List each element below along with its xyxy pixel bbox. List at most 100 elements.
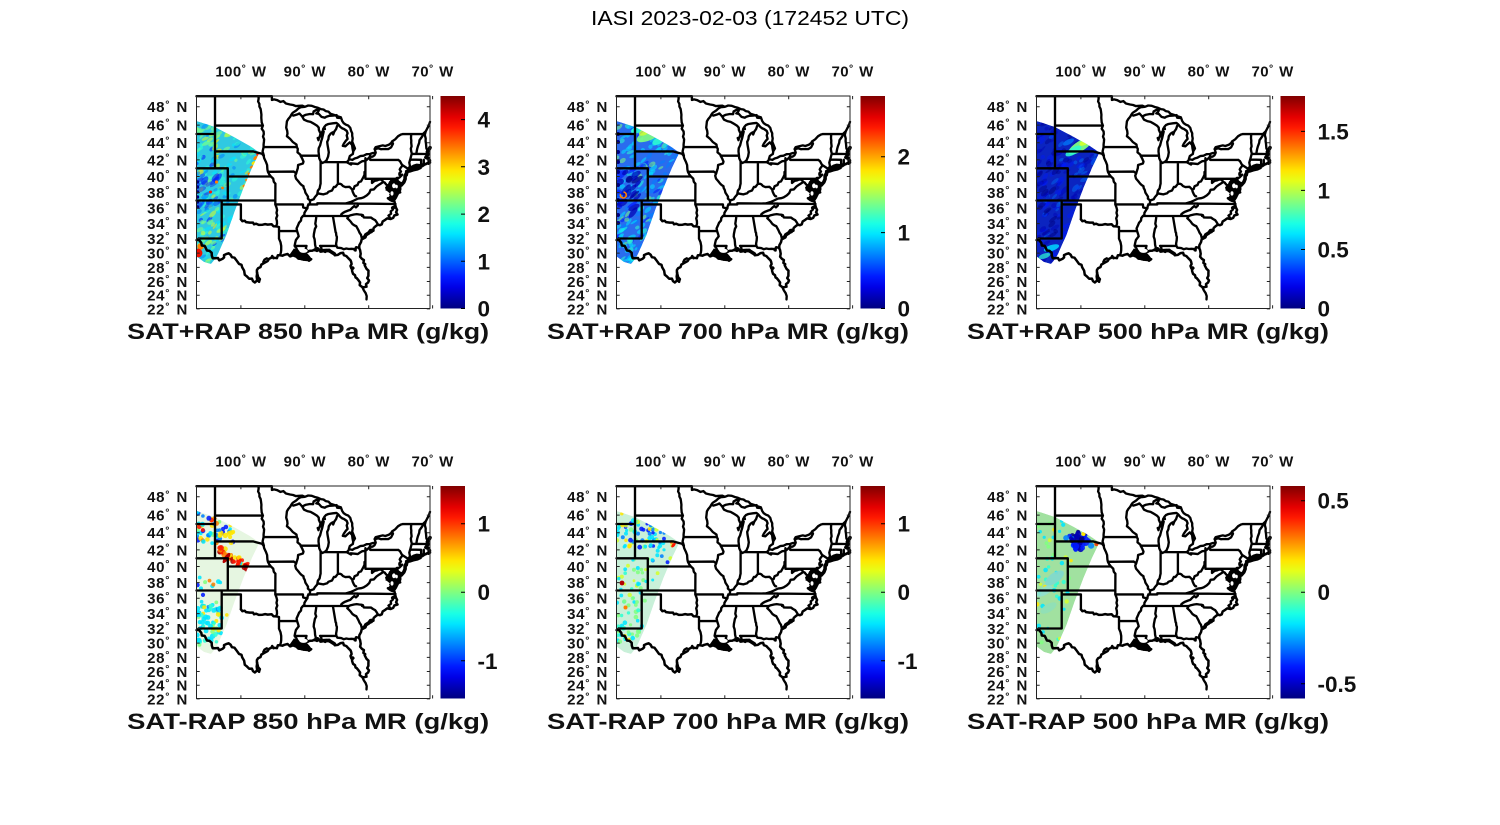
svg-text:34° N: 34° N: [987, 605, 1028, 623]
svg-text:28° N: 28° N: [987, 649, 1028, 667]
svg-text:70° W: 70° W: [411, 63, 454, 81]
svg-text:26° N: 26° N: [567, 663, 608, 681]
svg-text:70° W: 70° W: [1251, 453, 1294, 471]
svg-text:40° N: 40° N: [147, 168, 188, 186]
svg-text:SAT-RAP 700 hPa MR (g/kg): SAT-RAP 700 hPa MR (g/kg): [547, 709, 909, 734]
svg-text:46° N: 46° N: [567, 117, 608, 135]
svg-text:80° W: 80° W: [348, 63, 391, 81]
svg-text:36° N: 36° N: [567, 200, 608, 218]
svg-text:28° N: 28° N: [147, 259, 188, 277]
svg-text:36° N: 36° N: [147, 590, 188, 608]
svg-text:1: 1: [898, 512, 911, 537]
svg-text:36° N: 36° N: [147, 200, 188, 218]
svg-text:32° N: 32° N: [987, 620, 1028, 638]
svg-text:2: 2: [898, 145, 911, 170]
svg-text:24° N: 24° N: [987, 287, 1028, 305]
svg-text:42° N: 42° N: [147, 152, 188, 170]
svg-text:90° W: 90° W: [284, 63, 327, 81]
svg-text:32° N: 32° N: [147, 230, 188, 248]
svg-text:30° N: 30° N: [987, 635, 1028, 653]
svg-text:0.5: 0.5: [1318, 489, 1349, 514]
svg-text:46° N: 46° N: [987, 507, 1028, 525]
svg-text:0.5: 0.5: [1318, 238, 1349, 263]
svg-text:24° N: 24° N: [567, 287, 608, 305]
svg-text:44° N: 44° N: [987, 524, 1028, 542]
svg-text:80° W: 80° W: [348, 453, 391, 471]
svg-text:3: 3: [478, 155, 491, 180]
svg-text:40° N: 40° N: [567, 168, 608, 186]
svg-text:1.5: 1.5: [1318, 119, 1349, 144]
svg-text:42° N: 42° N: [147, 542, 188, 560]
svg-text:38° N: 38° N: [987, 574, 1028, 592]
svg-text:36° N: 36° N: [987, 200, 1028, 218]
svg-text:26° N: 26° N: [987, 663, 1028, 681]
svg-text:24° N: 24° N: [147, 677, 188, 695]
svg-text:32° N: 32° N: [567, 230, 608, 248]
svg-text:100° W: 100° W: [1055, 453, 1106, 471]
svg-text:90° W: 90° W: [1124, 63, 1167, 81]
svg-text:1: 1: [478, 249, 491, 274]
svg-text:26° N: 26° N: [567, 273, 608, 291]
svg-text:22° N: 22° N: [567, 691, 608, 709]
svg-text:44° N: 44° N: [567, 134, 608, 152]
svg-text:40° N: 40° N: [987, 558, 1028, 576]
svg-text:48° N: 48° N: [987, 98, 1028, 116]
svg-text:48° N: 48° N: [147, 488, 188, 506]
svg-text:40° N: 40° N: [147, 558, 188, 576]
svg-text:34° N: 34° N: [147, 215, 188, 233]
svg-text:24° N: 24° N: [987, 677, 1028, 695]
svg-text:44° N: 44° N: [987, 134, 1028, 152]
svg-text:90° W: 90° W: [284, 453, 327, 471]
svg-text:22° N: 22° N: [987, 691, 1028, 709]
svg-text:80° W: 80° W: [768, 63, 811, 81]
svg-text:36° N: 36° N: [987, 590, 1028, 608]
svg-text:0: 0: [1318, 580, 1331, 605]
svg-text:38° N: 38° N: [987, 184, 1028, 202]
svg-text:70° W: 70° W: [411, 453, 454, 471]
svg-text:80° W: 80° W: [768, 453, 811, 471]
svg-text:46° N: 46° N: [567, 507, 608, 525]
svg-text:26° N: 26° N: [987, 273, 1028, 291]
svg-text:36° N: 36° N: [567, 590, 608, 608]
svg-text:2: 2: [478, 202, 491, 227]
svg-text:48° N: 48° N: [987, 488, 1028, 506]
svg-text:100° W: 100° W: [1055, 63, 1106, 81]
svg-text:44° N: 44° N: [147, 134, 188, 152]
svg-text:22° N: 22° N: [147, 301, 188, 319]
svg-text:34° N: 34° N: [567, 215, 608, 233]
svg-text:32° N: 32° N: [567, 620, 608, 638]
svg-text:0: 0: [898, 297, 911, 322]
svg-text:38° N: 38° N: [567, 574, 608, 592]
svg-text:80° W: 80° W: [1188, 63, 1231, 81]
svg-text:80° W: 80° W: [1188, 453, 1231, 471]
svg-text:1: 1: [898, 221, 911, 246]
svg-text:40° N: 40° N: [987, 168, 1028, 186]
svg-text:-0.5: -0.5: [1318, 672, 1357, 697]
svg-text:42° N: 42° N: [987, 152, 1028, 170]
svg-text:38° N: 38° N: [567, 184, 608, 202]
svg-text:42° N: 42° N: [567, 152, 608, 170]
svg-text:70° W: 70° W: [831, 453, 874, 471]
svg-text:SAT-RAP 850 hPa MR (g/kg): SAT-RAP 850 hPa MR (g/kg): [127, 709, 489, 734]
svg-text:100° W: 100° W: [635, 63, 686, 81]
svg-text:42° N: 42° N: [987, 542, 1028, 560]
svg-text:4: 4: [478, 108, 491, 133]
svg-text:30° N: 30° N: [147, 635, 188, 653]
svg-text:44° N: 44° N: [567, 524, 608, 542]
svg-text:-1: -1: [478, 649, 498, 674]
svg-text:100° W: 100° W: [215, 453, 266, 471]
svg-text:46° N: 46° N: [147, 117, 188, 135]
svg-text:34° N: 34° N: [567, 605, 608, 623]
svg-text:90° W: 90° W: [704, 63, 747, 81]
svg-text:40° N: 40° N: [567, 558, 608, 576]
svg-text:SAT+RAP 500 hPa MR (g/kg): SAT+RAP 500 hPa MR (g/kg): [967, 319, 1329, 344]
svg-text:48° N: 48° N: [567, 488, 608, 506]
svg-text:SAT+RAP 700 hPa MR (g/kg): SAT+RAP 700 hPa MR (g/kg): [547, 319, 909, 344]
svg-text:46° N: 46° N: [987, 117, 1028, 135]
svg-text:42° N: 42° N: [567, 542, 608, 560]
svg-text:22° N: 22° N: [567, 301, 608, 319]
svg-text:0: 0: [1318, 297, 1331, 322]
svg-text:32° N: 32° N: [987, 230, 1028, 248]
svg-text:30° N: 30° N: [567, 635, 608, 653]
svg-text:90° W: 90° W: [704, 453, 747, 471]
